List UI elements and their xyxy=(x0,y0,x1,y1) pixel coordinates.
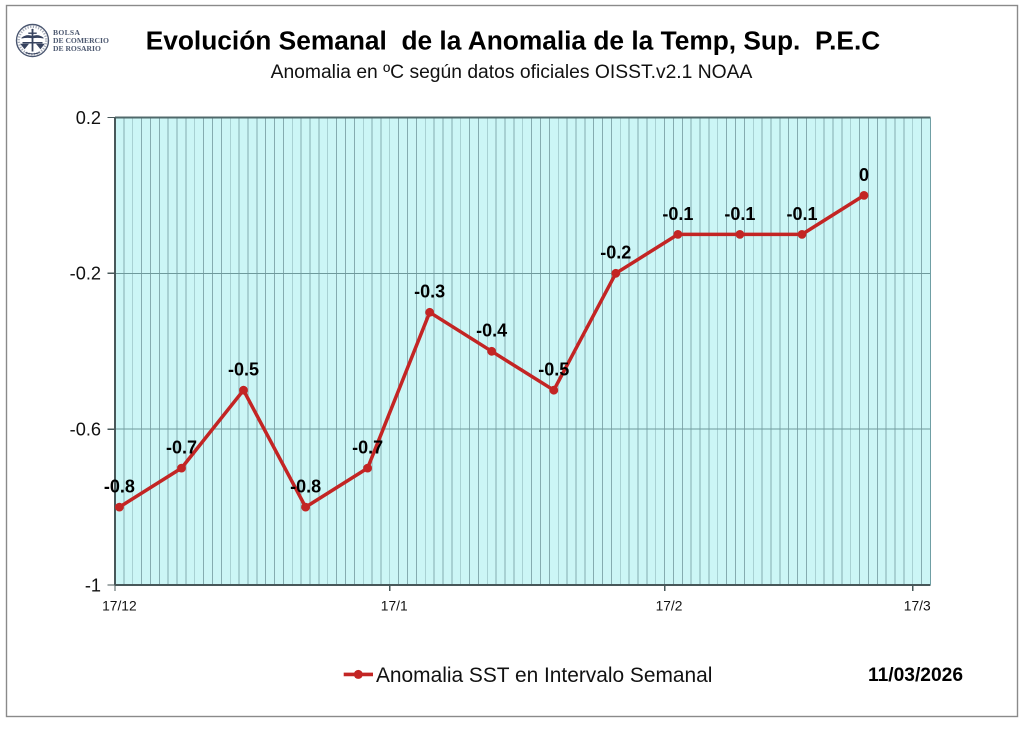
svg-text:-0.3: -0.3 xyxy=(414,282,445,302)
svg-text:-0.7: -0.7 xyxy=(166,438,197,458)
svg-text:Anomalia SST en Intervalo Sema: Anomalia SST en Intervalo Semanal xyxy=(376,664,712,687)
svg-text:0: 0 xyxy=(859,165,869,185)
svg-text:DE ROSARIO: DE ROSARIO xyxy=(53,44,101,53)
svg-text:DE COMERCIO: DE COMERCIO xyxy=(53,36,109,45)
svg-text:-0.8: -0.8 xyxy=(290,477,321,497)
svg-text:-0.4: -0.4 xyxy=(476,321,507,341)
svg-text:-0.2: -0.2 xyxy=(600,243,631,263)
svg-text:-0.8: -0.8 xyxy=(104,477,135,497)
svg-text:17/3: 17/3 xyxy=(904,599,931,614)
svg-text:-1: -1 xyxy=(85,575,101,595)
svg-text:-0.1: -0.1 xyxy=(786,204,817,224)
svg-text:-0.7: -0.7 xyxy=(352,438,383,458)
svg-text:-0.2: -0.2 xyxy=(70,264,101,284)
svg-text:Evolución Semanal de la Anoma: Evolución Semanal de la Anomalia de la T… xyxy=(146,26,881,56)
svg-text:BOLSA: BOLSA xyxy=(53,28,80,37)
svg-text:Anomalia en ºC según datos ofi: Anomalia en ºC según datos oficiales OIS… xyxy=(271,62,753,83)
svg-text:0.2: 0.2 xyxy=(76,108,101,128)
svg-text:11/03/2026: 11/03/2026 xyxy=(868,665,963,686)
svg-text:17/1: 17/1 xyxy=(381,599,408,614)
svg-text:-0.5: -0.5 xyxy=(538,360,569,380)
svg-text:17/12: 17/12 xyxy=(102,599,137,614)
svg-text:-0.6: -0.6 xyxy=(70,420,101,440)
svg-text:-0.1: -0.1 xyxy=(724,204,755,224)
svg-text:-0.1: -0.1 xyxy=(662,204,693,224)
svg-text:-0.5: -0.5 xyxy=(228,360,259,380)
svg-text:17/2: 17/2 xyxy=(656,599,683,614)
